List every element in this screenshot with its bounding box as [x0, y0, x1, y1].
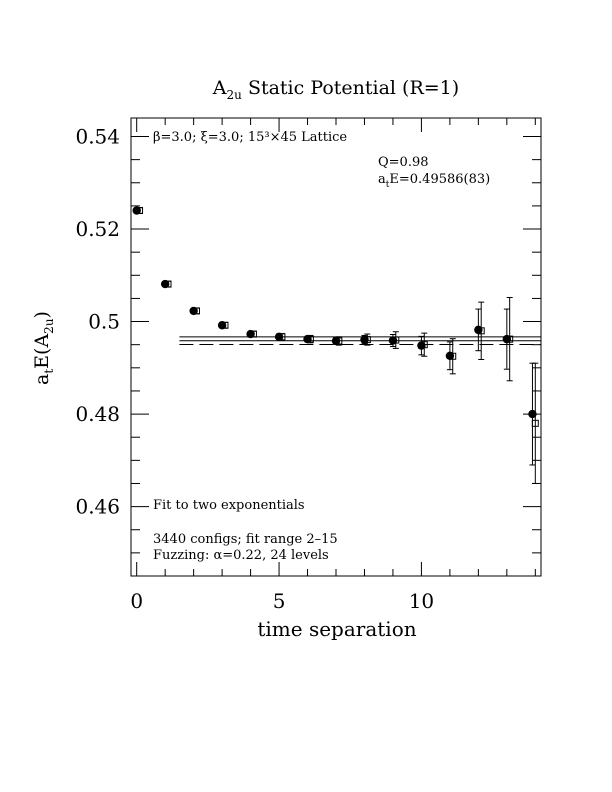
- y-axis-label-main: a: [31, 374, 53, 385]
- chart-title-main: A: [212, 77, 227, 99]
- annotation-configs: 3440 configs; fit range 2–15: [153, 532, 338, 547]
- data-point: [192, 307, 200, 315]
- data-point: [449, 352, 457, 360]
- y-axis-label-end: ): [31, 311, 53, 318]
- annotation-energy-prefix: a: [378, 172, 386, 187]
- data-point: [363, 336, 371, 344]
- data-point: [306, 335, 314, 343]
- y-tick-label: 0.46: [75, 495, 120, 519]
- data-point: [335, 337, 343, 345]
- annotation-fuzzing: Fuzzing: α=0.22, 24 levels: [153, 548, 329, 563]
- chart-title-rest: Static Potential (R=1): [242, 77, 459, 99]
- data-point: [392, 336, 400, 344]
- x-tick-label: 0: [130, 589, 143, 613]
- y-axis-tick-labels: 0.46 0.48 0.5 0.52 0.54: [75, 125, 120, 519]
- data-point: [136, 207, 144, 215]
- y-tick-label: 0.52: [75, 217, 120, 241]
- y-axis-label-sub2: 2u: [42, 318, 56, 334]
- data-point: [420, 341, 428, 349]
- annotation-q-value: Q=0.98: [378, 155, 429, 170]
- x-axis-label: time separation: [257, 617, 416, 641]
- annotation-energy: atE=0.49586(83): [378, 172, 490, 190]
- y-axis-label-sub1: t: [42, 369, 56, 374]
- data-point: [221, 321, 229, 329]
- x-axis-tick-labels: 0 5 10: [130, 589, 434, 613]
- fit-band: [179, 336, 541, 346]
- data-point: [477, 327, 485, 335]
- annotation-energy-sub: t: [386, 180, 390, 190]
- data-point: [506, 335, 514, 343]
- data-point: [528, 409, 537, 419]
- x-tick-label: 10: [409, 589, 434, 613]
- annotation-energy-rest: E=0.49586(83): [389, 172, 490, 187]
- y-tick-label: 0.48: [75, 402, 120, 426]
- chart-title: A2u Static Potential (R=1): [212, 77, 459, 102]
- y-axis-label-mid: E(A: [31, 334, 53, 369]
- chart-title-sub: 2u: [227, 88, 243, 102]
- x-axis-ticks: [136, 118, 536, 576]
- annotation-fit-desc: Fit to two exponentials: [153, 498, 305, 513]
- data-point: [531, 419, 539, 427]
- annotation-lattice: β=3.0; ξ=3.0; 15³×45 Lattice: [153, 130, 347, 145]
- x-tick-label: 5: [273, 589, 286, 613]
- y-tick-label: 0.54: [75, 125, 120, 149]
- data-points: [132, 206, 539, 484]
- data-point: [278, 333, 286, 341]
- data-point: [249, 330, 257, 338]
- y-tick-label: 0.5: [88, 310, 120, 334]
- data-point: [164, 280, 172, 288]
- y-axis-label: atE(A2u): [31, 311, 56, 385]
